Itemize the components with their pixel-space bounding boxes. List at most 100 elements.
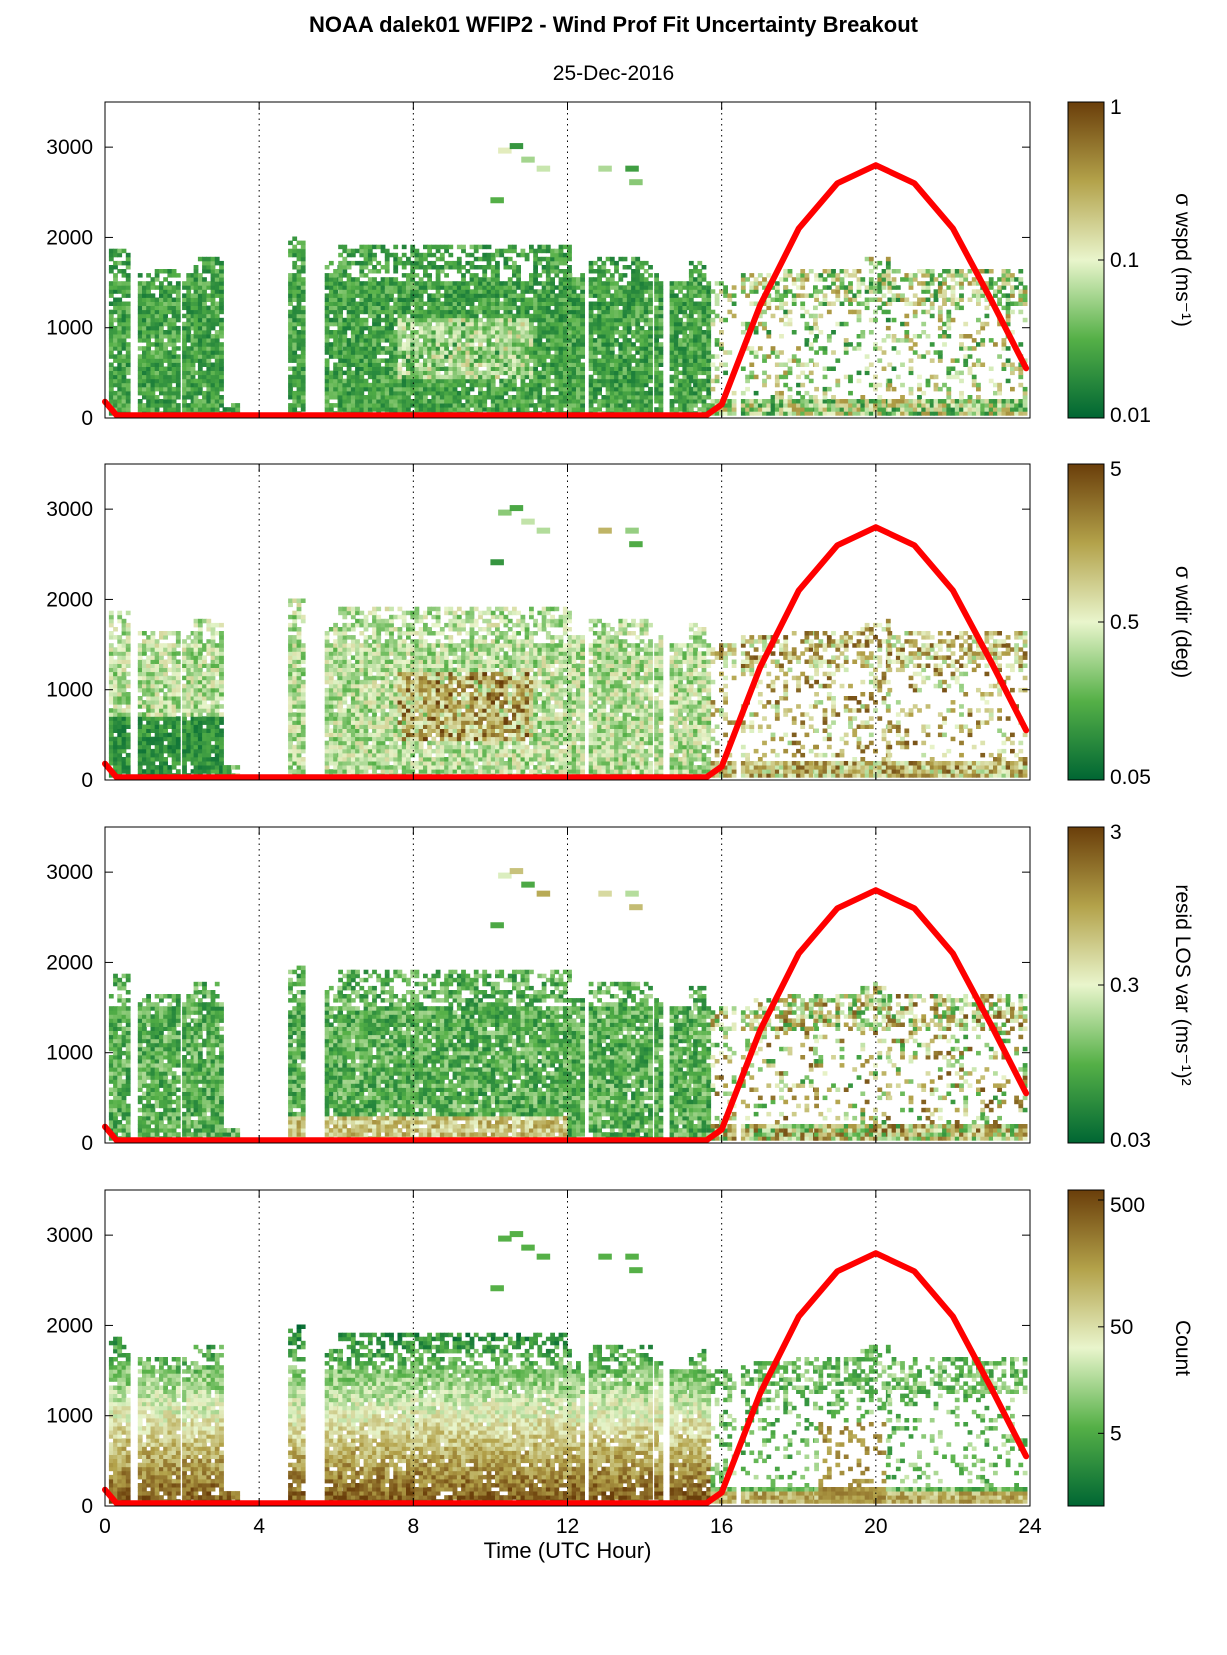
heatmap-cell — [568, 358, 573, 363]
heatmap-cell — [921, 330, 926, 335]
heatmap-cell — [347, 403, 352, 408]
heatmap-cell — [478, 399, 483, 404]
heatmap-cell — [938, 350, 943, 355]
heatmap-cell — [693, 322, 698, 327]
heatmap-cell — [766, 411, 771, 416]
heatmap-cell — [504, 399, 509, 404]
heatmap-cell — [783, 403, 788, 408]
heatmap-cell — [146, 383, 151, 388]
heatmap-cell — [351, 330, 356, 335]
heatmap-cell — [844, 273, 849, 278]
heatmap-cell — [364, 383, 369, 388]
heatmap-cell — [852, 411, 857, 416]
heatmap-cell — [355, 314, 360, 319]
heatmap-cell — [959, 411, 964, 416]
heatmap-cell — [474, 346, 479, 351]
heatmap-cell — [946, 322, 951, 327]
heatmap-cell — [788, 367, 793, 372]
heatmap-cell — [461, 387, 466, 392]
heatmap-cell — [342, 257, 347, 262]
heatmap-cell — [521, 318, 526, 323]
heatmap-cell — [431, 383, 436, 388]
heatmap-cell — [659, 318, 664, 323]
heatmap-cell — [697, 334, 702, 339]
heatmap-cell — [887, 411, 892, 416]
heatmap-cell — [762, 310, 767, 315]
heatmap-cell — [146, 318, 151, 323]
heatmap-cell — [597, 346, 602, 351]
heatmap-cell — [393, 395, 398, 400]
heatmap-cell — [601, 371, 606, 376]
heatmap-cell — [693, 338, 698, 343]
heatmap-cell — [117, 358, 122, 363]
heatmap-cell — [126, 367, 131, 372]
heatmap-cell — [431, 387, 436, 392]
heatmap-cell — [554, 261, 559, 266]
heatmap-cell — [909, 391, 914, 396]
heatmap-cell — [431, 298, 436, 303]
heatmap-cell — [814, 399, 819, 404]
heatmap-cell — [122, 281, 127, 286]
heatmap-cell — [589, 318, 594, 323]
heatmap-cell — [559, 354, 564, 359]
heatmap-cell — [589, 395, 594, 400]
heatmap-cell — [508, 354, 513, 359]
heatmap-cell — [892, 387, 897, 392]
heatmap-cell — [516, 277, 521, 282]
heatmap-cell — [385, 330, 390, 335]
heatmap-cell — [126, 326, 131, 331]
heatmap-cell — [495, 265, 500, 270]
heatmap-cell — [796, 285, 801, 290]
heatmap-cell — [504, 281, 509, 286]
heatmap-cell — [186, 318, 191, 323]
heatmap-cell — [431, 338, 436, 343]
heatmap-cell — [670, 379, 675, 384]
heatmap-cell — [775, 399, 780, 404]
heatmap-cell — [176, 383, 181, 388]
heatmap-cell — [491, 367, 496, 372]
heatmap-cell — [640, 358, 645, 363]
heatmap-cell — [537, 289, 542, 294]
heatmap-cell — [521, 281, 526, 286]
heatmap-cell — [521, 322, 526, 327]
heatmap-cell — [182, 358, 187, 363]
heatmap-cell — [711, 399, 716, 404]
heatmap-cell — [495, 334, 500, 339]
heatmap-cell — [138, 273, 143, 278]
heatmap-cell — [297, 322, 302, 327]
heatmap-cell — [521, 285, 526, 290]
heatmap-cell — [783, 375, 788, 380]
heatmap-cell — [402, 265, 407, 270]
heatmap-cell — [155, 302, 160, 307]
heatmap-cell — [504, 334, 509, 339]
heatmap-cell — [796, 273, 801, 278]
heatmap-cell — [635, 293, 640, 298]
heatmap-cell — [215, 269, 220, 274]
heatmap-cell — [329, 298, 334, 303]
heatmap-cell — [689, 375, 694, 380]
heatmap-cell — [355, 383, 360, 388]
heatmap-cell — [831, 289, 836, 294]
heatmap-cell — [206, 358, 211, 363]
heatmap-cell — [172, 367, 177, 372]
heatmap-cell — [938, 293, 943, 298]
heatmap-cell — [689, 346, 694, 351]
heatmap-cell — [482, 257, 487, 262]
heatmap-cell — [368, 306, 373, 311]
heatmap-cell — [351, 387, 356, 392]
heatmap-cell — [831, 367, 836, 372]
heatmap-cell — [689, 318, 694, 323]
heatmap-cell — [542, 367, 547, 372]
heatmap-cell — [627, 326, 632, 331]
heatmap-cell — [381, 371, 386, 376]
heatmap-cell — [389, 407, 394, 412]
heatmap-cell — [172, 371, 177, 376]
heatmap-cell — [512, 342, 517, 347]
heatmap-cell — [597, 334, 602, 339]
heatmap-cell — [576, 338, 581, 343]
heatmap-cell — [623, 358, 628, 363]
heatmap-cell — [359, 334, 364, 339]
heatmap-cell — [860, 411, 865, 416]
heatmap-cell — [623, 285, 628, 290]
heatmap-cell — [440, 334, 445, 339]
